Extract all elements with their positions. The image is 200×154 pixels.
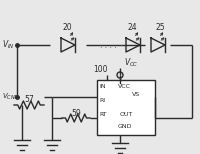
Text: 59: 59 xyxy=(71,109,81,118)
Text: $V_{IN}$: $V_{IN}$ xyxy=(2,39,15,51)
Text: $V_{CNT}$: $V_{CNT}$ xyxy=(2,92,19,102)
Text: 24: 24 xyxy=(127,24,137,32)
Text: 100: 100 xyxy=(93,65,107,75)
Text: 25: 25 xyxy=(155,24,165,32)
Text: IN: IN xyxy=(99,85,106,89)
Text: OUT: OUT xyxy=(120,111,133,116)
Text: GND: GND xyxy=(118,124,132,130)
Bar xyxy=(97,80,155,135)
Text: . . . .: . . . . xyxy=(100,41,116,49)
Text: RI: RI xyxy=(99,99,105,103)
Text: $V_{CC}$: $V_{CC}$ xyxy=(124,57,139,69)
Text: VS: VS xyxy=(132,93,140,97)
Text: 20: 20 xyxy=(62,24,72,32)
Text: 57: 57 xyxy=(24,95,34,105)
Text: VCC: VCC xyxy=(118,85,131,89)
Text: RT: RT xyxy=(99,111,107,116)
